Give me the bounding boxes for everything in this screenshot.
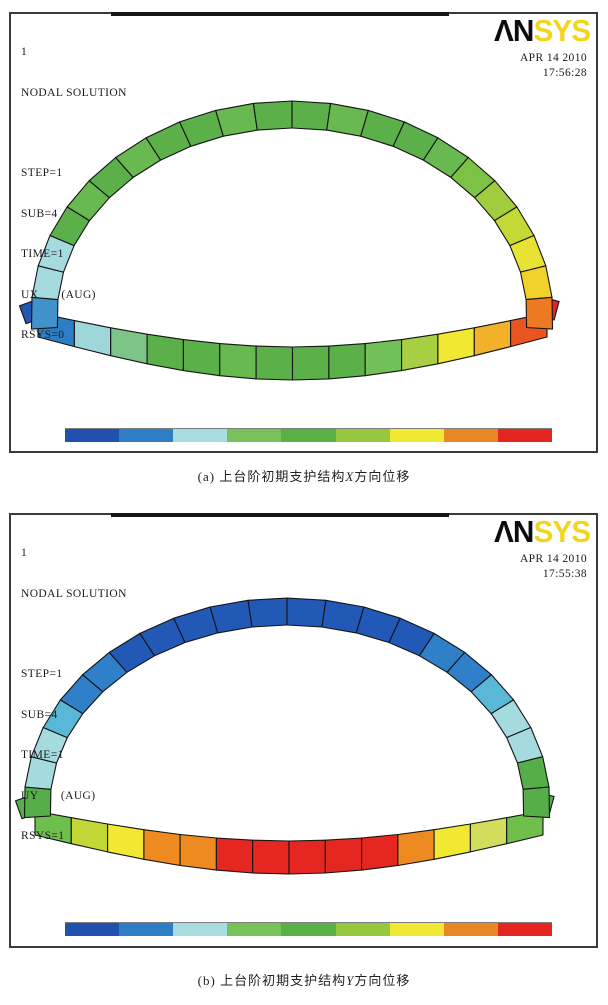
finite-element [215, 837, 254, 874]
finite-element [143, 829, 181, 867]
ansys-logo-yellow-letters: SYS [533, 13, 591, 48]
legend-color-cell [335, 923, 390, 936]
finite-element [519, 265, 553, 301]
contour-legend-b [65, 922, 552, 936]
tunnel-support-contour-plot-a [18, 100, 560, 381]
finite-element [433, 823, 471, 860]
finite-element [361, 833, 399, 871]
finite-element [328, 343, 366, 380]
plot-annotation-block: 1 NODAL SOLUTION STEP=1 SUB=4 TIME=1 UX … [21, 19, 127, 370]
finite-element [219, 343, 257, 380]
caption-b-prefix: (b) 上台阶初期支护结构 [197, 973, 347, 988]
caption-a-suffix: 方向位移 [354, 469, 411, 484]
annotation-spacer [21, 628, 127, 641]
ansys-logo: ΛNSYS [493, 13, 591, 48]
finite-element [146, 333, 184, 372]
date-stamp: APR 14 2010 [519, 52, 587, 64]
finite-element [291, 345, 330, 381]
caption-b-suffix: 方向位移 [354, 973, 411, 988]
finite-element [469, 817, 508, 853]
frame-top-bar [111, 513, 449, 517]
date-stamp: APR 14 2010 [519, 553, 587, 565]
finite-element [437, 327, 475, 365]
legend-color-cell [173, 923, 228, 936]
ansys-logo-black-letters: ΛN [493, 13, 534, 48]
legend-color-cell [335, 429, 390, 442]
param-step: STEP=1 [21, 668, 63, 680]
legend-color-cell [443, 429, 498, 442]
ansys-logo: ΛNSYS [493, 514, 591, 549]
legend-color-cell [389, 429, 444, 442]
finite-element [522, 786, 551, 819]
param-sub: SUB=4 [21, 207, 58, 220]
finite-element [255, 345, 294, 381]
finite-element [252, 839, 290, 875]
legend-color-cell [227, 923, 282, 936]
param-component: UY (AUG) [21, 789, 96, 802]
param-rsys: RSYS=1 [21, 830, 65, 842]
plot-timestamp: APR 14 2010 17:56:28 [520, 51, 587, 80]
legend-color-cell [173, 429, 228, 442]
finite-element [516, 756, 550, 790]
ansys-logo-yellow-letters: SYS [533, 514, 591, 549]
plot-title: NODAL SOLUTION [21, 587, 127, 600]
param-step: STEP=1 [21, 167, 63, 179]
legend-color-cell [65, 429, 120, 442]
caption-b-variable: Y [346, 973, 355, 988]
legend-color-cell [119, 923, 174, 936]
finite-element [247, 597, 288, 628]
legend-color-cell [119, 429, 174, 442]
finite-element [397, 829, 435, 867]
ansys-logo-black-letters: ΛN [493, 514, 534, 549]
param-time: TIME=1 [21, 749, 64, 761]
finite-element [291, 100, 332, 131]
legend-color-cell [497, 923, 552, 936]
plot-title: NODAL SOLUTION [21, 86, 127, 99]
caption-a-variable: X [345, 469, 355, 484]
legend-color-cell [65, 923, 120, 936]
finite-element [182, 339, 221, 377]
plot-timestamp: APR 14 2010 17:55:38 [520, 552, 587, 581]
finite-element [473, 320, 512, 357]
finite-element [288, 839, 326, 875]
tunnel-support-contour-plot-b [14, 597, 555, 875]
finite-element [215, 102, 258, 137]
plot-number: 1 [21, 46, 28, 58]
contour-legend-a [65, 428, 552, 442]
plot-number: 1 [21, 547, 28, 559]
legend-color-cell [227, 429, 282, 442]
annotation-spacer [21, 127, 127, 140]
legend-color-cell [443, 923, 498, 936]
time-stamp: 17:55:38 [542, 567, 587, 580]
frame-top-bar [111, 12, 449, 16]
param-rsys: RSYS=0 [21, 329, 65, 341]
finite-element [252, 100, 293, 131]
param-time: TIME=1 [21, 248, 64, 260]
finite-element [525, 296, 554, 330]
plot-frame-a: 1 NODAL SOLUTION STEP=1 SUB=4 TIME=1 UX … [9, 12, 598, 453]
time-stamp: 17:56:28 [542, 66, 587, 79]
legend-color-cell [281, 923, 336, 936]
caption-b: (b) 上台阶初期支护结构Y方向位移 [0, 970, 608, 989]
finite-element [179, 833, 217, 871]
legend-color-cell [389, 923, 444, 936]
param-sub: SUB=4 [21, 708, 58, 721]
finite-element [324, 837, 363, 874]
plot-frame-b: 1 NODAL SOLUTION STEP=1 SUB=4 TIME=1 UY … [9, 513, 598, 948]
finite-element [401, 333, 439, 372]
caption-a-prefix: (a) 上台阶初期支护结构 [197, 469, 346, 484]
legend-color-cell [497, 429, 552, 442]
param-component: UX (AUG) [21, 288, 96, 301]
legend-color-cell [281, 429, 336, 442]
finite-element [286, 597, 327, 628]
plot-annotation-block: 1 NODAL SOLUTION STEP=1 SUB=4 TIME=1 UY … [21, 520, 127, 871]
caption-a: (a) 上台阶初期支护结构X方向位移 [0, 466, 608, 485]
finite-element [364, 339, 403, 377]
finite-element [209, 599, 253, 634]
